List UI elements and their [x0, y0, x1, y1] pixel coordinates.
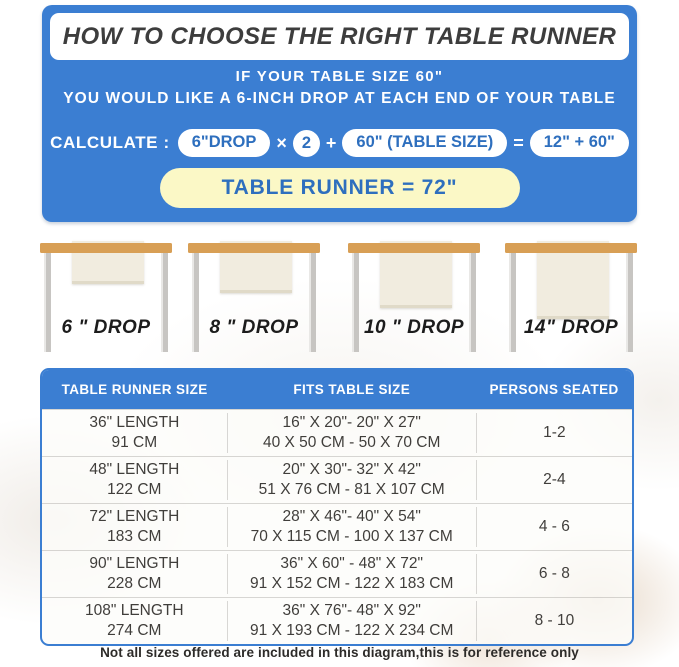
sum-pill: 12" + 60"	[529, 129, 629, 157]
table-illustration-14in: 14" DROP	[505, 241, 637, 358]
table-leg	[44, 253, 51, 352]
persons-cell: 2-4	[543, 470, 566, 488]
table-illustration-6in: 6 " DROP	[40, 241, 172, 358]
runner-size-cell: 48" LENGTH 122 CM	[42, 459, 228, 501]
fits-table-cell: 36" X 60" - 48" X 72" 91 X 152 CM - 122 …	[228, 553, 477, 595]
persons-cell: 6 - 8	[538, 564, 570, 582]
table-leg	[509, 253, 516, 352]
drop-label: 8 " DROP	[209, 317, 299, 338]
table-row: 108" LENGTH 274 CM 36" X 76"- 48" X 92" …	[42, 597, 632, 644]
plus-operator: +	[325, 132, 337, 153]
tabletop	[188, 243, 320, 253]
column-header-runner-size: TABLE RUNNER SIZE	[61, 382, 208, 397]
equals-operator: =	[513, 132, 524, 153]
table-row: 36" LENGTH 91 CM 16" X 20"- 20" X 27" 40…	[42, 409, 632, 456]
tabletop	[348, 243, 480, 253]
fits-table-cell: 16" X 20"- 20" X 27" 40 X 50 CM - 50 X 7…	[228, 412, 477, 454]
intro-line-1: IF YOUR TABLE SIZE 60"	[235, 68, 444, 85]
table-row: 90" LENGTH 228 CM 36" X 60" - 48" X 72" …	[42, 550, 632, 597]
drop-label: 14" DROP	[523, 317, 619, 338]
table-leg	[352, 253, 359, 352]
title-banner: HOW TO CHOOSE THE RIGHT TABLE RUNNER	[50, 13, 629, 60]
table-leg	[192, 253, 199, 352]
table-header-row: TABLE RUNNER SIZE FITS TABLE SIZE PERSON…	[42, 370, 632, 409]
runner-size-cell: 36" LENGTH 91 CM	[42, 412, 228, 454]
drop-label: 6 " DROP	[61, 317, 151, 338]
column-header-persons: PERSONS SEATED	[489, 382, 619, 397]
instruction-panel: HOW TO CHOOSE THE RIGHT TABLE RUNNER IF …	[42, 5, 637, 222]
table-leg	[309, 253, 316, 352]
tabletop	[40, 243, 172, 253]
fits-table-cell: 36" X 76"- 48" X 92" 91 X 193 CM - 122 X…	[228, 600, 477, 642]
runner-size-cell: 108" LENGTH 274 CM	[42, 600, 228, 642]
table-illustration-10in: 10 " DROP	[348, 241, 480, 358]
drop-label: 10 " DROP	[363, 317, 465, 338]
table-leg	[469, 253, 476, 352]
runner-result-banner: TABLE RUNNER = 72"	[159, 168, 520, 208]
calculation-row: CALCULATE : 6"DROP × 2 + 60" (TABLE SIZE…	[42, 127, 637, 159]
multiplier-badge: 2	[292, 129, 320, 157]
persons-cell: 4 - 6	[538, 517, 570, 535]
table-leg	[626, 253, 633, 352]
persons-cell: 8 - 10	[534, 611, 575, 629]
table-leg	[161, 253, 168, 352]
size-reference-table: TABLE RUNNER SIZE FITS TABLE SIZE PERSON…	[40, 368, 634, 646]
disclaimer-note: Not all sizes offered are included in th…	[100, 645, 579, 660]
fits-table-cell: 28" X 46"- 40" X 54" 70 X 115 CM - 100 X…	[228, 506, 477, 548]
calculate-label: CALCULATE :	[50, 133, 170, 152]
runner-size-cell: 72" LENGTH 183 CM	[42, 506, 228, 548]
column-header-fits-table: FITS TABLE SIZE	[293, 382, 411, 397]
intro-line-2: YOU WOULD LIKE A 6-INCH DROP AT EACH END…	[63, 90, 616, 107]
runner-result-text: TABLE RUNNER = 72"	[221, 176, 458, 199]
fits-table-cell: 20" X 30"- 32" X 42" 51 X 76 CM - 81 X 1…	[228, 459, 477, 501]
runner-size-cell: 90" LENGTH 228 CM	[42, 553, 228, 595]
table-row: 48" LENGTH 122 CM 20" X 30"- 32" X 42" 5…	[42, 456, 632, 503]
times-operator: ×	[276, 132, 287, 153]
table-row: 72" LENGTH 183 CM 28" X 46"- 40" X 54" 7…	[42, 503, 632, 550]
table-illustration-8in: 8 " DROP	[188, 241, 320, 358]
tabletop	[505, 243, 637, 253]
runner-drape	[536, 241, 610, 319]
persons-cell: 1-2	[543, 423, 566, 441]
drop-pill: 6"DROP	[177, 129, 271, 157]
table-size-pill: 60" (TABLE SIZE)	[342, 129, 508, 157]
page-title: HOW TO CHOOSE THE RIGHT TABLE RUNNER	[62, 22, 617, 50]
